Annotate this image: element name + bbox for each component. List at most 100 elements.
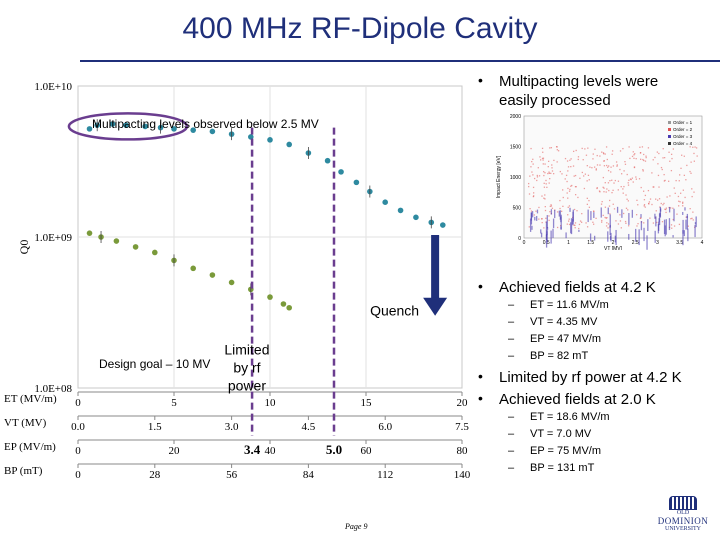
inset-impact-point: [604, 206, 607, 208]
inset-impact-point: [657, 163, 659, 165]
inset-impact-point: [566, 160, 569, 162]
dash-icon: –: [508, 462, 515, 474]
inset-impact-point: [636, 225, 638, 227]
inset-impact-point: [674, 192, 676, 195]
inset-impact-point: [561, 173, 563, 175]
dash-icon: –: [508, 316, 515, 328]
inset-impact-point: [639, 146, 641, 148]
inset-impact-point: [694, 146, 696, 148]
inset-impact-point: [530, 166, 532, 168]
inset-low-point: [616, 206, 619, 213]
inset-impact-point: [605, 225, 608, 227]
dash-icon: –: [508, 428, 515, 440]
inset-impact-point: [603, 191, 605, 193]
inset-impact-point: [656, 151, 659, 153]
inset-impact-point: [556, 146, 558, 148]
inset-impact-point: [575, 149, 577, 152]
crown-icon: [669, 496, 697, 510]
inset-impact-point: [643, 153, 645, 156]
inset-impact-point: [567, 206, 569, 208]
inset-impact-point: [538, 218, 540, 220]
inset-impact-point: [643, 222, 645, 224]
inset-impact-point: [585, 154, 588, 156]
inset-impact-point: [678, 180, 680, 182]
inset-low-point: [589, 233, 592, 242]
inset-impact-point: [626, 173, 628, 176]
inset-impact-point: [591, 167, 593, 169]
inset-impact-point: [691, 188, 693, 190]
data-point: [228, 279, 235, 286]
inset-low-point: [668, 218, 671, 231]
inset-impact-point: [631, 177, 634, 179]
inset-x-tick-label: 2: [612, 240, 615, 246]
inset-low-point: [559, 210, 562, 220]
inset-impact-point: [587, 174, 590, 177]
inset-impact-point: [636, 199, 638, 201]
inset-impact-point: [607, 227, 609, 229]
inset-impact-point: [556, 211, 559, 213]
inset-impact-point: [550, 172, 552, 174]
sub-bullet: – EP = 75 MV/m: [508, 443, 720, 460]
inset-impact-point: [579, 220, 582, 222]
inset-impact-point: [632, 181, 634, 183]
inset-impact-point: [635, 214, 638, 216]
title-underline: [80, 60, 720, 62]
inset-impact-point: [531, 171, 533, 173]
bullet-text: Achieved fields at 2.0 K: [499, 391, 656, 408]
inset-impact-point: [543, 227, 545, 229]
sub-bullet-text: BP = 131 mT: [530, 462, 595, 474]
inset-impact-point: [661, 168, 663, 171]
inset-impact-point: [570, 165, 572, 168]
inset-low-point: [607, 207, 609, 215]
x-tick-label: 28: [149, 469, 161, 481]
inset-impact-point: [543, 171, 545, 173]
inset-impact-point: [689, 208, 691, 210]
sub-bullet-text: VT = 7.0 MV: [530, 428, 592, 440]
data-point: [209, 272, 216, 278]
inset-impact-point: [656, 221, 658, 224]
inset-impact-point: [541, 195, 543, 197]
inset-impact-point: [663, 202, 665, 205]
inset-impact-point: [644, 160, 647, 162]
inset-impact-point: [599, 155, 601, 157]
inset-impact-point: [654, 156, 656, 159]
x-tick-label: 4.5: [302, 421, 316, 433]
inset-impact-point: [602, 176, 605, 179]
inset-impact-point: [544, 198, 546, 200]
data-point: [152, 249, 158, 256]
inset-impact-point: [615, 161, 618, 163]
x-tick-label: 0: [75, 397, 81, 409]
dash-icon: –: [508, 350, 515, 362]
inset-impact-point: [554, 209, 556, 211]
inset-impact-point: [586, 180, 588, 182]
inset-y-tick-label: 500: [513, 206, 522, 212]
inset-impact-point: [537, 167, 539, 169]
data-point: [113, 238, 120, 244]
inset-impact-point: [529, 175, 531, 177]
inset-impact-point: [643, 199, 646, 201]
inset-impact-point: [530, 147, 532, 150]
inset-impact-point: [610, 171, 612, 173]
inset-impact-point: [606, 164, 608, 167]
inset-impact-point: [572, 150, 575, 153]
inset-impact-point: [587, 147, 589, 149]
inset-impact-point: [693, 191, 695, 193]
inset-impact-point: [549, 205, 551, 208]
inset-impact-point: [664, 208, 666, 210]
inset-impact-point: [613, 208, 616, 210]
sub-bullet-text: ET = 18.6 MV/m: [530, 411, 610, 423]
bullet-text: Achieved fields at 4.2 K: [499, 279, 656, 296]
inset-impact-point: [682, 201, 684, 203]
inset-impact-point: [689, 146, 691, 148]
inset-impact-point: [608, 165, 610, 167]
inset-low-point: [570, 222, 572, 234]
slide-title: 400 MHz RF-Dipole Cavity: [182, 12, 538, 45]
inset-impact-point: [574, 194, 577, 196]
inset-low-point: [558, 210, 560, 217]
x-tick-label: 1.5: [148, 421, 162, 433]
design-goal-label: Design goal – 10 MV: [99, 357, 210, 371]
inset-impact-point: [627, 209, 629, 211]
logo-line-2: DOMINION: [657, 516, 709, 526]
inset-impact-point: [602, 186, 604, 188]
inset-impact-point: [602, 214, 604, 217]
